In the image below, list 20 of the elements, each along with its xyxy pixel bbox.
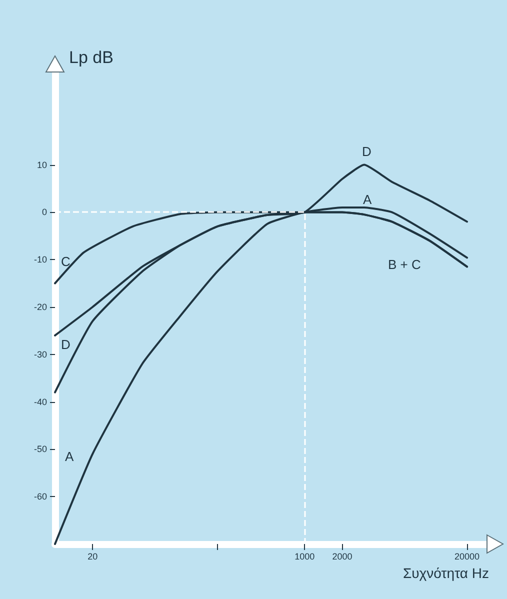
- annotation: C: [61, 254, 70, 269]
- x-tick-label: 2000: [332, 552, 352, 562]
- y-tick-label: -50: [34, 444, 47, 454]
- y-tick-label: 0: [42, 207, 47, 218]
- x-tick-label: 20: [88, 552, 98, 562]
- annotation: D: [362, 144, 372, 159]
- y-tick-label: 10: [36, 160, 47, 170]
- y-tick-label: -20: [34, 302, 47, 312]
- y-axis-title: Lp dB: [69, 48, 114, 67]
- y-tick-label: -30: [34, 349, 47, 360]
- annotation: B + C: [388, 257, 421, 272]
- y-tick-label: -10: [34, 254, 47, 265]
- annotation: D: [61, 337, 70, 352]
- annotation: A: [363, 192, 372, 207]
- y-tick-label: -40: [34, 396, 47, 407]
- x-axis-title: Συχνότητα Hz: [403, 565, 489, 581]
- x-tick-label: 20000: [454, 552, 480, 562]
- x-tick-label: 1000: [294, 552, 315, 562]
- annotation: A: [65, 449, 74, 464]
- y-tick-label: -60: [34, 492, 47, 502]
